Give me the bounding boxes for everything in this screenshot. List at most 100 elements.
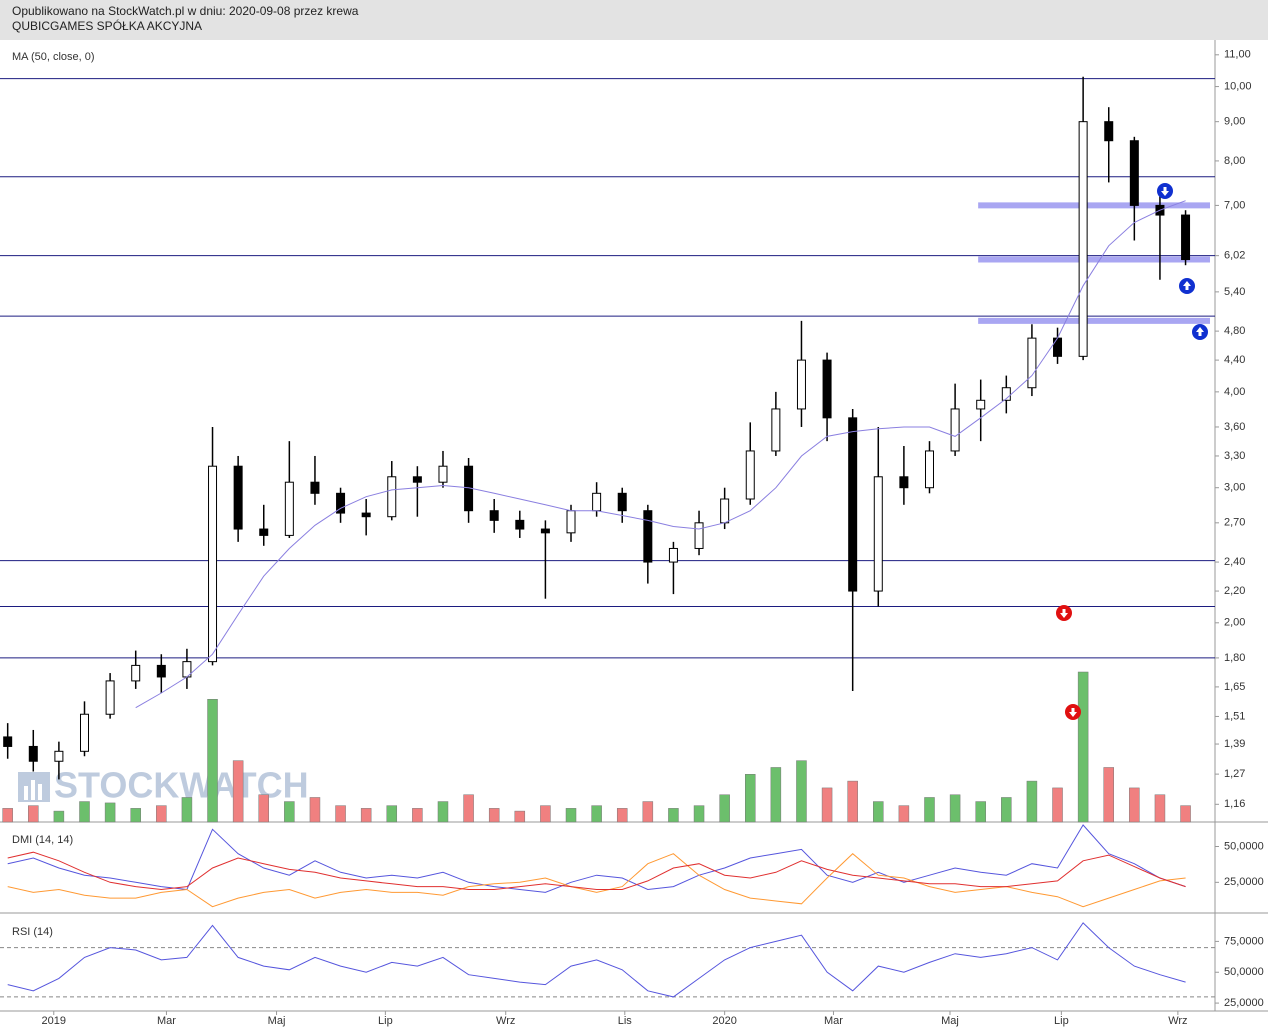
candle-body [79,713,89,752]
y-tick-label: 3,30 [1224,450,1245,462]
arrow-up [1183,281,1191,290]
volume-bar [437,801,449,823]
x-tick-label: Maj [268,1015,286,1027]
dmi-line [7,853,1186,908]
y-tick-label: 1,39 [1224,738,1245,750]
x-tick-label: 2019 [42,1015,66,1027]
y-tick-label: 2,00 [1224,617,1245,629]
volume-bar [181,797,193,823]
volume-bar [949,794,961,823]
y-tick-label: 7,00 [1224,199,1245,211]
y-tick-label: 1,80 [1224,652,1245,664]
volume-bar [898,805,910,823]
volume-bar [284,801,295,823]
y-tick-label: 9,00 [1224,116,1245,128]
candle-body [592,492,602,512]
volume-bar [591,805,602,823]
candle-body [336,492,346,514]
volume-bar [873,801,884,823]
y-tick-label: 50,0000 [1224,840,1264,852]
volume-bar [309,797,321,823]
x-tick-label: Maj [941,1015,959,1027]
rsi-label: RSI (14) [12,926,53,938]
dmi-label: DMI (14, 14) [12,834,73,846]
header-published: Opublikowano na StockWatch.pl w dniu: 20… [12,4,359,18]
candle-body [976,399,986,410]
candle-body [233,465,243,530]
volume-bar [1129,787,1140,823]
candle-body [131,664,141,682]
y-tick-label: 3,00 [1224,482,1245,494]
volume-bar [770,767,782,823]
x-tick-label: Mar [824,1015,843,1027]
volume-bar [719,794,730,823]
volume-bar [540,805,551,823]
x-tick-label: Wrz [496,1015,515,1027]
candle-body [796,359,806,410]
y-tick-label: 4,80 [1224,325,1245,337]
watermark-icon [31,780,35,800]
volume-bar [79,801,90,823]
volume-bar [668,808,679,823]
y-tick-label: 11,00 [1224,49,1251,61]
annotations [1056,183,1208,720]
y-tick-label: 2,70 [1224,517,1245,529]
volume-bar [1154,794,1166,823]
candle-body [540,528,550,534]
volume-bar [488,808,500,823]
x-tick-label: Wrz [1168,1015,1187,1027]
x-tick-label: 2020 [712,1015,736,1027]
candle-body [1078,121,1088,357]
volume-bar [693,805,705,823]
candle-body [208,465,218,663]
y-tick-label: 6,02 [1224,250,1245,262]
y-tick-label: 5,40 [1224,286,1245,298]
volume-bar [207,699,218,823]
y-tick-label: 1,65 [1224,681,1245,693]
volume-bar [975,801,986,823]
volume-bar [796,760,807,823]
volume-bar [28,805,39,823]
y-tick-label: 4,40 [1224,354,1245,366]
y-tick-label: 1,51 [1224,710,1245,722]
candle-body [566,510,576,534]
volume-bar [156,805,167,823]
dmi-line [7,824,1186,893]
volume-bar [335,805,346,823]
volume-bar [463,794,474,823]
x-tick-label: Lis [618,1015,633,1027]
candle-body [259,528,269,536]
candle-body [1129,140,1139,206]
volume-bar [1052,787,1063,823]
candle-body [361,512,371,518]
volume-bar [642,801,654,823]
volume-bar [745,774,756,823]
y-tick-label: 10,00 [1224,80,1252,92]
rsi-line [7,922,1186,998]
y-tick-label: 1,16 [1224,798,1245,810]
candle-body [745,450,755,500]
volume-bar [1026,780,1038,823]
candle-body [924,450,934,489]
volume-bar [847,780,858,823]
candle-body [899,476,909,489]
candle-body [412,476,422,483]
candle-body [1181,214,1191,261]
volume-bar [386,805,398,823]
candle-body [1027,337,1037,389]
candle-body [105,680,115,715]
volume-bar [1180,805,1191,823]
volume-bar [616,808,628,823]
candle-body [387,476,397,518]
y-tick-label: 50,0000 [1224,966,1264,978]
watermark-icon [24,786,28,800]
candle-body [515,519,525,530]
volume-bar [360,808,372,823]
volume-bar [104,802,116,823]
volume-bar [258,794,269,823]
y-tick-label: 75,0000 [1224,935,1264,947]
candle-body [3,736,13,747]
candle-body [822,359,832,419]
x-tick-label: Lip [378,1015,393,1027]
